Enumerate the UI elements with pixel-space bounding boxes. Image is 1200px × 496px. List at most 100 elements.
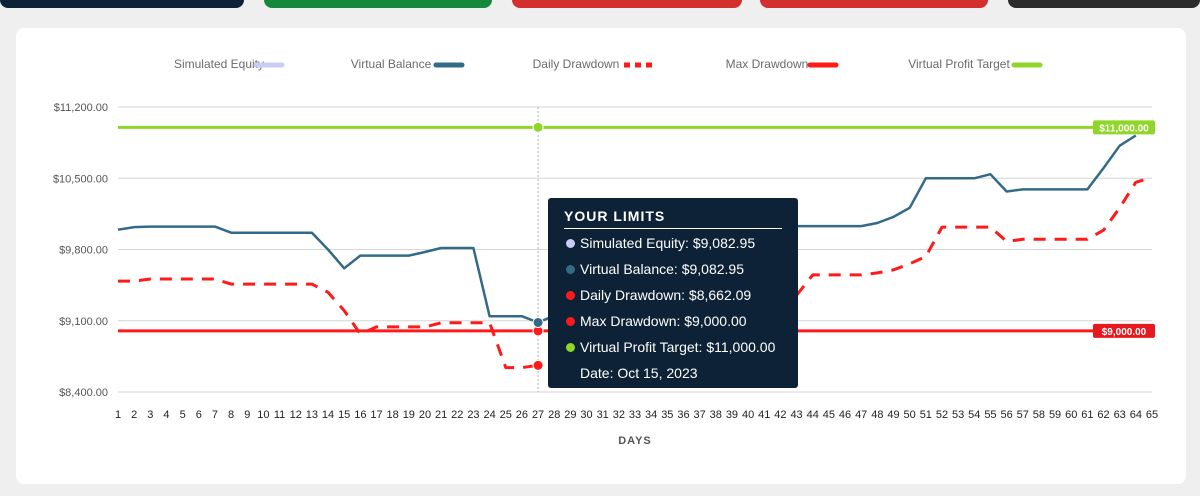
- tooltip-dot: [566, 239, 575, 248]
- x-tick-label: 43: [790, 409, 802, 421]
- x-tick-label: 34: [645, 409, 657, 421]
- x-tick-label: 19: [403, 409, 415, 421]
- x-tick-label: 30: [580, 409, 592, 421]
- top-button-5[interactable]: [1008, 0, 1200, 8]
- x-tick-label: 37: [694, 409, 706, 421]
- x-tick-label: 54: [968, 409, 980, 421]
- hover-marker: [532, 316, 544, 328]
- x-tick-label: 56: [1000, 409, 1012, 421]
- x-tick-label: 52: [936, 409, 948, 421]
- x-tick-label: 17: [370, 409, 382, 421]
- x-tick-label: 2: [131, 409, 137, 421]
- limits-tooltip: YOUR LIMITS Simulated Equity: $9,082.95 …: [548, 198, 798, 388]
- tooltip-text: Max Drawdown: $9,000.00: [580, 313, 747, 329]
- end-value-badge: [1093, 120, 1155, 135]
- x-tick-label: 39: [726, 409, 738, 421]
- tooltip-row-max-drawdown: Max Drawdown: $9,000.00: [566, 312, 747, 330]
- x-tick-label: 58: [1033, 409, 1045, 421]
- top-button-4[interactable]: [760, 0, 988, 8]
- x-tick-label: 59: [1049, 409, 1061, 421]
- y-tick-label: $8,400.00: [59, 387, 108, 399]
- x-tick-label: 36: [677, 409, 689, 421]
- x-tick-label: 8: [228, 409, 234, 421]
- y-tick-label: $9,100.00: [59, 316, 108, 328]
- x-tick-label: 57: [1017, 409, 1029, 421]
- x-tick-label: 23: [467, 409, 479, 421]
- x-tick-label: 31: [597, 409, 609, 421]
- x-tick-label: 51: [920, 409, 932, 421]
- x-tick-label: 29: [564, 409, 576, 421]
- x-tick-label: 28: [548, 409, 560, 421]
- x-tick-label: 14: [322, 409, 334, 421]
- x-tick-label: 9: [244, 409, 250, 421]
- tooltip-text: Simulated Equity: $9,082.95: [580, 235, 756, 251]
- x-tick-label: 40: [742, 409, 754, 421]
- x-tick-label: 25: [500, 409, 512, 421]
- legend-label: Max Drawdown: [726, 57, 809, 71]
- tooltip-title: YOUR LIMITS: [564, 208, 782, 229]
- tooltip-date: Date: Oct 15, 2023: [580, 365, 698, 381]
- x-tick-label: 47: [855, 409, 867, 421]
- x-tick-label: 35: [661, 409, 673, 421]
- end-value-label: $9,000.00: [1102, 327, 1147, 338]
- x-tick-label: 7: [212, 409, 218, 421]
- legend-label: Daily Drawdown: [533, 57, 620, 71]
- tooltip-text: Daily Drawdown: $8,662.09: [580, 287, 752, 303]
- end-value-label: $11,000.00: [1099, 123, 1149, 134]
- x-tick-label: 46: [839, 409, 851, 421]
- top-button-1[interactable]: [0, 0, 244, 8]
- x-tick-label: 32: [613, 409, 625, 421]
- series-line-virtual-balance: [117, 134, 1137, 324]
- legend-label: Simulated Equity: [174, 57, 264, 71]
- x-tick-label: 22: [451, 409, 463, 421]
- tooltip-row-profit-target: Virtual Profit Target: $11,000.00: [566, 338, 775, 356]
- x-tick-label: 63: [1114, 409, 1126, 421]
- x-tick-label: 45: [823, 409, 835, 421]
- x-tick-label: 44: [807, 409, 819, 421]
- x-tick-label: 24: [483, 409, 495, 421]
- x-tick-label: 16: [354, 409, 366, 421]
- tooltip-dot: [566, 343, 575, 352]
- hover-marker: [532, 121, 544, 133]
- x-tick-label: 50: [904, 409, 916, 421]
- x-tick-label: 18: [387, 409, 399, 421]
- x-tick-label: 1: [115, 409, 121, 421]
- top-button-2[interactable]: [264, 0, 492, 8]
- x-tick-label: 61: [1081, 409, 1093, 421]
- x-tick-label: 33: [629, 409, 641, 421]
- y-tick-label: $10,500.00: [53, 173, 108, 185]
- x-tick-label: 26: [516, 409, 528, 421]
- x-tick-label: 20: [419, 409, 431, 421]
- x-tick-label: 11: [274, 409, 285, 421]
- series-line-daily-drawdown: [118, 175, 1153, 370]
- x-tick-label: 13: [306, 409, 318, 421]
- y-tick-label: $9,800.00: [59, 245, 108, 257]
- tooltip-text: Virtual Balance: $9,082.95: [580, 261, 744, 277]
- x-axis-title: DAYS: [618, 435, 652, 447]
- x-tick-label: 3: [147, 409, 153, 421]
- x-tick-label: 4: [163, 409, 169, 421]
- tooltip-row-daily-drawdown: Daily Drawdown: $8,662.09: [566, 286, 751, 304]
- x-tick-label: 49: [887, 409, 899, 421]
- x-tick-label: 10: [257, 409, 269, 421]
- tooltip-text: Virtual Profit Target: $11,000.00: [580, 339, 776, 355]
- x-tick-label: 62: [1097, 409, 1109, 421]
- tooltip-dot: [566, 291, 575, 300]
- x-tick-label: 60: [1065, 409, 1077, 421]
- x-tick-label: 21: [435, 409, 447, 421]
- x-tick-label: 53: [952, 409, 964, 421]
- x-tick-label: 38: [710, 409, 722, 421]
- tooltip-dot: [566, 265, 575, 274]
- legend-label: Virtual Balance: [351, 57, 432, 71]
- x-tick-label: 48: [871, 409, 883, 421]
- x-tick-label: 65: [1146, 409, 1158, 421]
- hover-marker: [532, 359, 544, 371]
- x-tick-label: 12: [290, 409, 302, 421]
- x-tick-label: 42: [774, 409, 786, 421]
- legend-label: Virtual Profit Target: [908, 57, 1010, 71]
- x-tick-label: 64: [1130, 409, 1142, 421]
- x-tick-label: 41: [758, 409, 770, 421]
- top-button-3[interactable]: [512, 0, 742, 8]
- tooltip-row-simulated-equity: Simulated Equity: $9,082.95: [566, 234, 755, 252]
